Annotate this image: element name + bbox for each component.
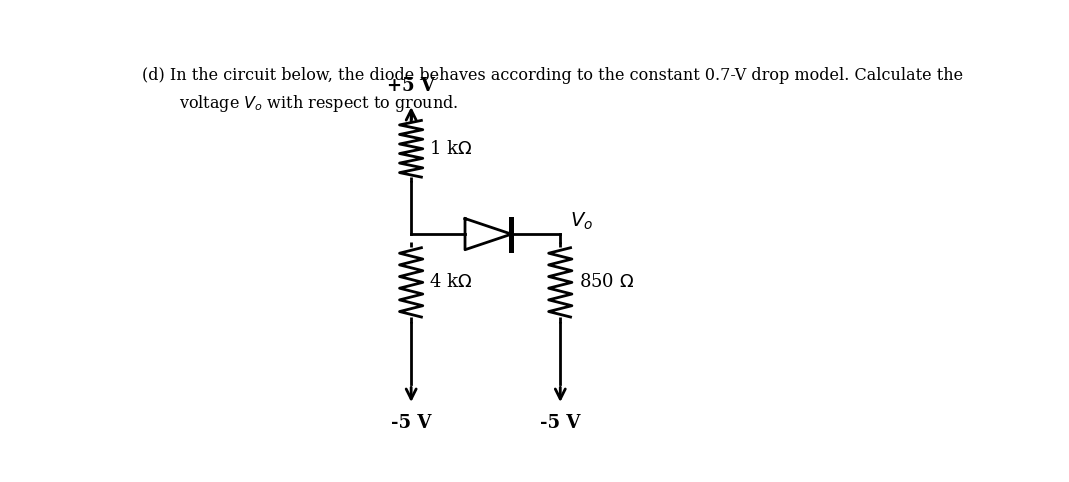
Text: $V_o$: $V_o$: [570, 211, 593, 232]
Text: (d) In the circuit below, the diode behaves according to the constant 0.7-V drop: (d) In the circuit below, the diode beha…: [142, 67, 963, 84]
Text: -5 V: -5 V: [391, 414, 432, 432]
Text: 4 k$\Omega$: 4 k$\Omega$: [430, 273, 472, 292]
Text: voltage $V_o$ with respect to ground.: voltage $V_o$ with respect to ground.: [180, 93, 459, 114]
Text: -5 V: -5 V: [540, 414, 580, 432]
Text: 1 k$\Omega$: 1 k$\Omega$: [430, 140, 472, 158]
Text: +5 V: +5 V: [387, 77, 435, 95]
Text: 850 $\Omega$: 850 $\Omega$: [578, 273, 634, 292]
